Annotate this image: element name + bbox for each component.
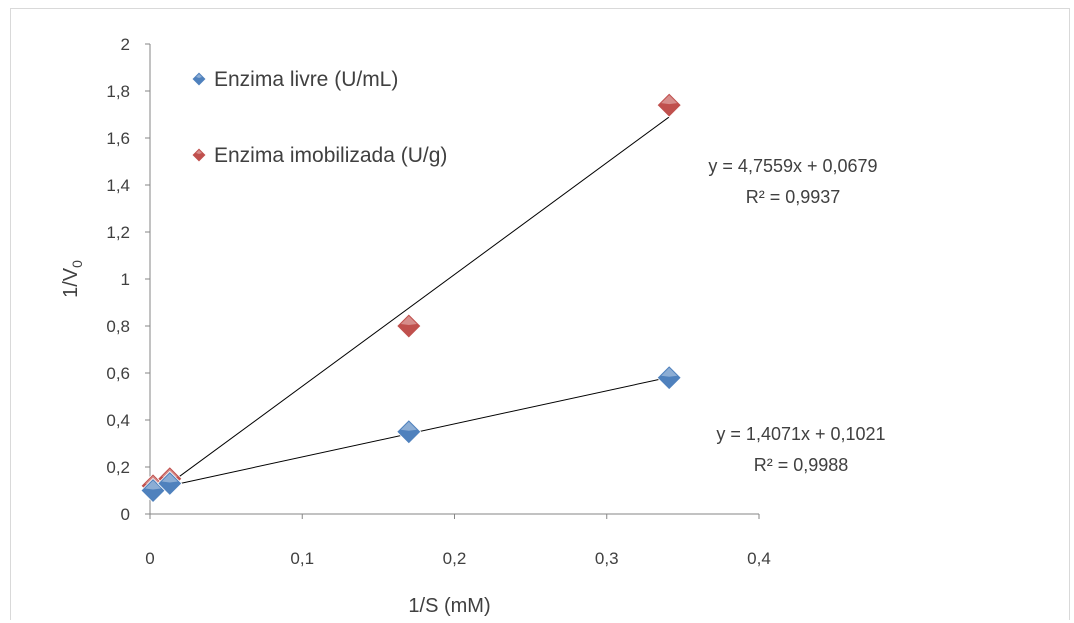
data-point-series-0-shape [157,470,183,497]
legend-marker-series-1-shape [191,147,207,163]
trendline-equation-series-1: y = 4,7559x + 0,0679 [708,156,877,176]
x-tick-label: 0,2 [443,549,467,568]
x-tick-label: 0,1 [290,549,314,568]
y-tick-label: 0,8 [106,317,130,336]
trendline-1 [152,116,670,497]
y-axis-title: 1/V0 [60,260,85,298]
y-tick-label: 0,6 [106,364,130,383]
y-axis-title-subscript: 0 [69,260,85,268]
x-tick-label: 0 [145,549,154,568]
data-point-series-0-highlight [400,421,417,431]
data-point-series-1-shape [656,92,682,118]
data-point-series-1-highlight [400,316,417,325]
chart: 0 0,2 0,4 0,6 0,8 1 1,2 1,4 1,6 1,8 2 0 0,1 0,2 0,3 0,4… [60,35,886,617]
y-tick-label: 0 [121,505,130,524]
data-point-series-0-highlight [145,480,162,490]
data-point-series-1 [396,313,422,339]
y-axis-title-main: 1/V [60,267,82,298]
y-tick-label: 1,4 [106,176,130,195]
data-point-series-0-shape [396,419,422,445]
data-point-series-0-highlight [661,367,678,377]
legend-marker-series-0-highlight [196,74,202,78]
legend-label-series-0: Enzima livre (U/mL) [214,68,398,91]
data-point-series-0-shape [656,365,682,391]
chart-frame: 0 0,2 0,4 0,6 0,8 1 1,2 1,4 1,6 1,8 2 0 0,1 0,2 0,3 0,4… [10,8,1070,620]
y-tick-label: 1,8 [106,82,130,101]
trendline-equation-series-0: y = 1,4071x + 0,1021 [716,424,885,444]
data-point-series-0 [656,365,682,391]
y-tick-label: 1,2 [106,223,130,242]
y-tick-label: 0,4 [106,411,130,430]
trendline-r2-series-0: R² = 0,9988 [754,455,849,475]
data-point-series-1-shape [396,313,422,339]
legend-marker-series-1-highlight [196,150,202,154]
data-point-series-0 [396,419,422,445]
trendline-r2-series-1: R² = 0,9937 [746,187,841,207]
data-point-series-0 [157,470,183,497]
y-tick-label: 2 [121,35,130,54]
legend-marker-series-0 [191,71,207,87]
y-tick-label: 1,6 [106,129,130,148]
x-tick-label: 0,3 [595,549,619,568]
data-point-series-1 [656,92,682,118]
data-point-series-1-highlight [661,95,678,105]
legend-label-series-1: Enzima imobilizada (U/g) [214,144,447,167]
y-tick-label: 0,2 [106,458,130,477]
legend-marker-series-0-shape [191,71,207,87]
y-tick-label: 1 [121,270,130,289]
x-tick-label: 0,4 [747,549,771,568]
legend-marker-series-1 [191,147,207,163]
x-axis-title: 1/S (mM) [408,595,490,617]
data-point-series-0-highlight [161,473,178,483]
